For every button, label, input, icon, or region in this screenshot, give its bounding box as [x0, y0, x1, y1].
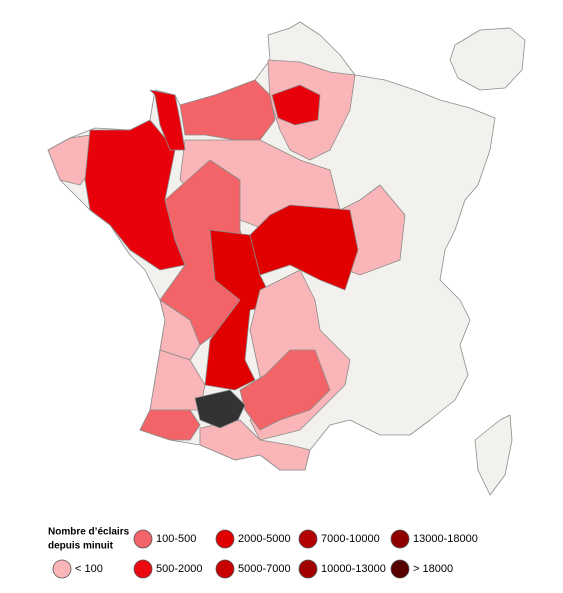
region-light-red: [179, 79, 276, 141]
legend-swatch: [298, 529, 318, 549]
legend-swatch: [52, 559, 72, 579]
legend-label: > 18000: [413, 563, 453, 575]
legend-swatch: [215, 559, 235, 579]
legend-label: 13000-18000: [413, 533, 478, 545]
region-light-red: [139, 409, 201, 441]
legend-label: 100-500: [156, 533, 196, 545]
legend-label: 5000-7000: [238, 563, 291, 575]
region-red: [149, 89, 186, 151]
legend-swatch: [133, 559, 153, 579]
corsica: [474, 414, 513, 496]
region-pink: [199, 419, 311, 471]
legend: Nombre d’éclairs depuis minuit < 100 100-…: [48, 527, 478, 579]
region-red: [271, 84, 321, 126]
legend-label: 10000-13000: [321, 563, 386, 575]
legend-label: 2000-5000: [238, 533, 291, 545]
region-red: [204, 229, 276, 391]
inset-gray: [449, 27, 526, 91]
legend-swatch: [390, 529, 410, 549]
region-black: [194, 389, 246, 429]
legend-swatch: [215, 529, 235, 549]
legend-label: 500-2000: [156, 563, 203, 575]
region-red: [239, 204, 359, 291]
legend-title: Nombre d’éclairs: [48, 527, 130, 538]
france-map: [47, 21, 526, 496]
legend-swatch: [133, 529, 153, 549]
legend-swatch: [298, 559, 318, 579]
legend-label: 7000-10000: [321, 533, 380, 545]
legend-swatch: [390, 559, 410, 579]
region-light-red: [239, 349, 331, 431]
legend-label: < 100: [75, 563, 103, 575]
legend-title: depuis minuit: [48, 541, 114, 552]
